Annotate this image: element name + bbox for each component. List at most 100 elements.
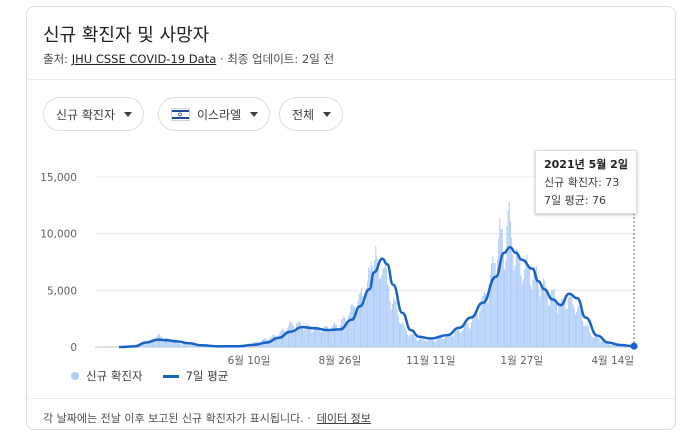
case-bar xyxy=(407,334,409,347)
case-bar xyxy=(501,229,503,347)
case-bar xyxy=(401,324,403,347)
case-bar xyxy=(432,339,433,347)
case-bar xyxy=(348,315,350,347)
case-bar xyxy=(188,345,190,347)
case-bar xyxy=(179,344,181,347)
case-bar xyxy=(552,290,554,347)
case-bar xyxy=(599,340,601,347)
case-bar xyxy=(597,337,599,347)
case-bar xyxy=(512,254,514,347)
footer-divider xyxy=(27,398,675,399)
case-bar xyxy=(185,343,187,347)
case-bar xyxy=(325,326,327,347)
case-bar xyxy=(441,338,443,347)
case-bar xyxy=(494,262,496,347)
case-bar xyxy=(290,321,292,347)
case-bar xyxy=(393,297,395,347)
case-bar xyxy=(554,298,556,347)
case-bar xyxy=(285,333,287,347)
case-bar xyxy=(409,334,411,347)
case-bar xyxy=(367,281,369,347)
case-bar xyxy=(488,284,490,347)
case-bar xyxy=(169,340,171,347)
case-bar xyxy=(344,318,346,347)
case-bar xyxy=(489,275,491,347)
case-bar xyxy=(521,283,523,347)
case-bar xyxy=(476,314,478,347)
case-bar xyxy=(388,286,390,347)
case-bar xyxy=(469,328,471,347)
case-bar xyxy=(436,338,438,347)
case-bar xyxy=(289,321,291,347)
case-bar xyxy=(576,311,578,347)
case-bar xyxy=(292,324,294,347)
case-bar xyxy=(413,334,415,347)
case-bar xyxy=(482,295,484,347)
case-bar xyxy=(416,340,418,347)
tooltip-average: 7일 평균: 76 xyxy=(544,194,607,207)
metric-dropdown[interactable]: 신규 확진자 xyxy=(43,97,145,131)
country-dropdown-label: 이스라엘 xyxy=(197,107,242,122)
case-bar xyxy=(437,337,439,347)
case-bar xyxy=(495,276,497,347)
case-bar xyxy=(318,329,320,347)
case-bar xyxy=(358,293,360,347)
case-bar xyxy=(304,328,306,347)
chart-legend: 신규 확진자 7일 평균 xyxy=(71,368,228,384)
tooltip-date: 2021년 5월 2일 xyxy=(544,158,628,171)
case-bar xyxy=(602,341,604,347)
case-bar xyxy=(395,299,397,347)
case-bar xyxy=(621,345,622,347)
case-bar xyxy=(580,311,582,347)
source-link[interactable]: JHU CSSE COVID-19 Data xyxy=(71,52,217,66)
case-bar xyxy=(574,314,576,347)
case-bar xyxy=(515,248,517,347)
caret-down-icon xyxy=(323,111,332,117)
case-bar xyxy=(453,335,455,347)
case-bar xyxy=(558,306,560,347)
source-line: 출처: JHU CSSE COVID-19 Data · 최종 업데이트: 2일… xyxy=(43,51,334,67)
case-bar xyxy=(472,316,474,347)
case-bar xyxy=(397,315,399,347)
case-bar xyxy=(350,305,352,347)
data-info-link[interactable]: 데이터 정보 xyxy=(316,412,371,425)
case-bar xyxy=(434,341,436,347)
case-bar xyxy=(445,336,446,347)
case-bar xyxy=(499,217,501,347)
case-bar xyxy=(459,331,461,347)
case-bar xyxy=(582,320,584,347)
case-bar xyxy=(194,345,196,347)
case-bar xyxy=(153,340,155,347)
case-bar xyxy=(371,265,373,347)
case-bar xyxy=(162,339,164,347)
case-bar xyxy=(546,289,548,347)
case-bar xyxy=(507,210,509,347)
case-bar xyxy=(572,304,574,347)
case-bar xyxy=(370,261,372,347)
chart-tooltip: 2021년 5월 2일 신규 확진자: 73 7일 평균: 76 xyxy=(535,150,637,214)
range-dropdown[interactable]: 전체 xyxy=(279,97,344,131)
case-bar xyxy=(610,344,612,347)
case-bar xyxy=(310,329,312,347)
case-bar xyxy=(316,325,318,347)
case-bar xyxy=(155,337,157,347)
case-bar xyxy=(280,330,282,347)
case-bar xyxy=(532,280,534,347)
case-bar xyxy=(537,276,539,347)
case-bar xyxy=(605,341,607,347)
case-bar xyxy=(553,288,555,347)
case-bar xyxy=(363,299,365,347)
case-bar xyxy=(540,289,542,347)
cases-chart[interactable]: 0 5,000 10,000 15,000 6월 10일 8월 26일 11월 11일 1월 … xyxy=(27,147,676,367)
case-bar xyxy=(617,345,619,347)
case-bar xyxy=(378,278,380,347)
case-bar xyxy=(368,267,370,347)
case-bar xyxy=(578,305,580,347)
case-bar xyxy=(324,326,326,347)
israel-flag-icon: ✡ xyxy=(171,107,190,121)
case-bar xyxy=(456,328,458,347)
case-bar xyxy=(424,340,426,347)
footer-note: 각 날짜에는 전날 이후 보고된 신규 확진자가 표시됩니다. · 데이터 정보 xyxy=(43,410,371,426)
caret-down-icon xyxy=(250,111,259,117)
country-dropdown[interactable]: ✡ 이스라엘 xyxy=(158,97,271,131)
